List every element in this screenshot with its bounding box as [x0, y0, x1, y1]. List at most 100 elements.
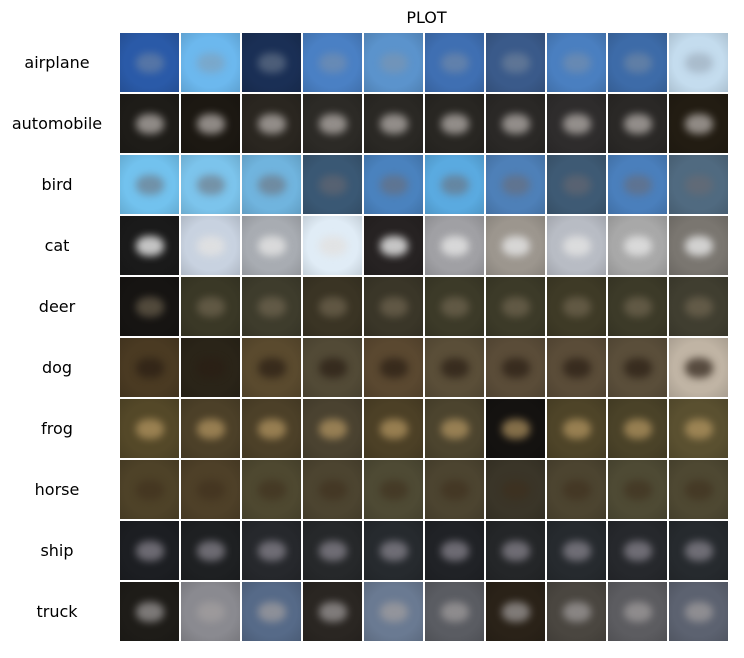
image-subject: [441, 541, 469, 561]
image-subject: [685, 236, 713, 256]
image-cell-dog-10: [669, 338, 728, 397]
image-cell-frog-1: [120, 399, 179, 458]
image-cell-cat-5: [364, 216, 423, 275]
image-cell-horse-1: [120, 460, 179, 519]
image-cell-frog-9: [608, 399, 667, 458]
image-cell-truck-8: [547, 582, 606, 641]
image-subject: [197, 541, 225, 561]
image-cell-frog-8: [547, 399, 606, 458]
row-label-horse: horse: [34, 479, 80, 499]
image-cell-automobile-7: [486, 94, 545, 153]
image-subject: [136, 297, 164, 317]
row-label-deer: deer: [38, 296, 76, 316]
image-subject: [441, 114, 469, 134]
image-cell-deer-5: [364, 277, 423, 336]
image-subject: [563, 358, 591, 378]
image-cell-airplane-10: [669, 33, 728, 92]
image-cell-horse-2: [181, 460, 240, 519]
image-cell-cat-3: [242, 216, 301, 275]
image-cell-airplane-6: [425, 33, 484, 92]
image-cell-ship-5: [364, 521, 423, 580]
image-cell-horse-6: [425, 460, 484, 519]
image-subject: [319, 358, 347, 378]
image-cell-ship-3: [242, 521, 301, 580]
image-cell-deer-10: [669, 277, 728, 336]
image-subject: [685, 480, 713, 500]
image-subject: [563, 541, 591, 561]
image-subject: [441, 297, 469, 317]
image-cell-horse-7: [486, 460, 545, 519]
image-subject: [502, 53, 530, 73]
image-subject: [380, 297, 408, 317]
image-cell-dog-9: [608, 338, 667, 397]
image-subject: [136, 541, 164, 561]
image-subject: [380, 419, 408, 439]
image-cell-deer-4: [303, 277, 362, 336]
image-subject: [319, 175, 347, 195]
image-subject: [197, 175, 225, 195]
image-subject: [441, 53, 469, 73]
image-cell-horse-10: [669, 460, 728, 519]
image-cell-dog-7: [486, 338, 545, 397]
image-subject: [136, 419, 164, 439]
image-cell-ship-4: [303, 521, 362, 580]
image-cell-dog-4: [303, 338, 362, 397]
image-cell-automobile-8: [547, 94, 606, 153]
image-cell-truck-2: [181, 582, 240, 641]
image-subject: [380, 602, 408, 622]
image-subject: [319, 480, 347, 500]
image-cell-truck-7: [486, 582, 545, 641]
image-subject: [258, 602, 286, 622]
image-subject: [624, 602, 652, 622]
image-subject: [685, 53, 713, 73]
image-cell-truck-10: [669, 582, 728, 641]
image-cell-dog-5: [364, 338, 423, 397]
image-cell-bird-10: [669, 155, 728, 214]
image-cell-horse-9: [608, 460, 667, 519]
image-cell-frog-3: [242, 399, 301, 458]
image-subject: [563, 297, 591, 317]
image-cell-deer-1: [120, 277, 179, 336]
image-cell-truck-5: [364, 582, 423, 641]
image-subject: [624, 114, 652, 134]
image-subject: [685, 602, 713, 622]
image-cell-automobile-6: [425, 94, 484, 153]
image-cell-airplane-9: [608, 33, 667, 92]
image-cell-automobile-4: [303, 94, 362, 153]
image-cell-cat-8: [547, 216, 606, 275]
image-cell-bird-6: [425, 155, 484, 214]
image-subject: [502, 602, 530, 622]
image-cell-horse-3: [242, 460, 301, 519]
image-cell-dog-3: [242, 338, 301, 397]
image-cell-ship-1: [120, 521, 179, 580]
image-cell-automobile-5: [364, 94, 423, 153]
image-subject: [624, 480, 652, 500]
image-subject: [197, 602, 225, 622]
image-subject: [197, 358, 225, 378]
image-cell-cat-2: [181, 216, 240, 275]
image-subject: [502, 541, 530, 561]
image-cell-ship-8: [547, 521, 606, 580]
image-subject: [441, 358, 469, 378]
image-subject: [197, 297, 225, 317]
image-subject: [197, 53, 225, 73]
image-subject: [319, 114, 347, 134]
image-subject: [685, 419, 713, 439]
image-cell-bird-8: [547, 155, 606, 214]
image-cell-deer-6: [425, 277, 484, 336]
image-cell-bird-1: [120, 155, 179, 214]
image-subject: [136, 236, 164, 256]
image-subject: [258, 419, 286, 439]
image-subject: [258, 175, 286, 195]
image-cell-airplane-3: [242, 33, 301, 92]
image-subject: [197, 419, 225, 439]
image-cell-frog-10: [669, 399, 728, 458]
image-subject: [380, 236, 408, 256]
image-subject: [197, 114, 225, 134]
image-cell-cat-1: [120, 216, 179, 275]
image-subject: [624, 358, 652, 378]
image-cell-deer-8: [547, 277, 606, 336]
image-subject: [502, 175, 530, 195]
image-cell-ship-7: [486, 521, 545, 580]
image-cell-automobile-10: [669, 94, 728, 153]
